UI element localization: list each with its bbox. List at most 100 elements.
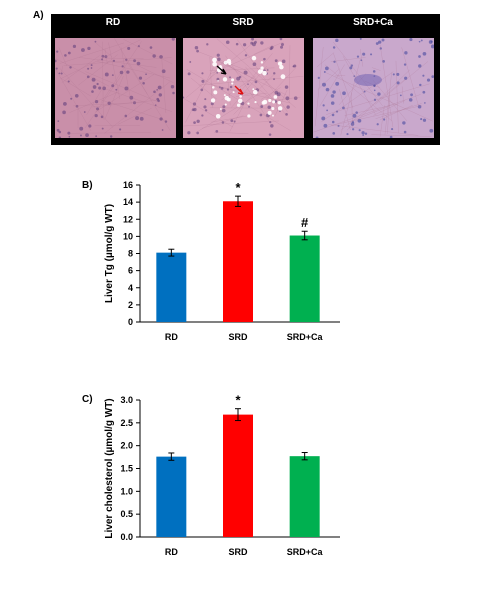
chol-bar-rd	[156, 456, 187, 537]
tg-bar-srd	[223, 201, 253, 322]
nucleus-dot	[96, 107, 100, 111]
nucleus-dot	[139, 116, 144, 121]
histology-texture-srd	[183, 38, 304, 138]
nucleus-dot	[322, 82, 326, 87]
nucleus-dot	[418, 55, 421, 58]
tissue-fiber	[214, 132, 249, 134]
nucleus-dot	[285, 113, 288, 116]
tissue-fiber	[349, 106, 389, 122]
nucleus-dot	[63, 101, 67, 106]
tg-category-label: SRD+Ca	[287, 332, 324, 342]
nucleus-dot	[153, 90, 156, 94]
tissue-fiber	[85, 71, 159, 103]
tissue-fiber	[61, 55, 100, 83]
nucleus-dot	[83, 111, 86, 113]
nucleus-dot	[422, 90, 426, 94]
lipid-droplet	[260, 66, 264, 70]
nucleus-dot	[104, 55, 108, 59]
nucleus-dot	[189, 61, 192, 63]
nucleus-dot	[58, 72, 61, 75]
nucleus-dot	[72, 44, 77, 49]
nucleus-dot	[67, 51, 71, 55]
nucleus-dot	[101, 54, 105, 58]
nucleus-dot	[68, 135, 71, 138]
nucleus-dot	[94, 40, 97, 43]
nucleus-dot	[383, 118, 386, 121]
nucleus-dot	[67, 131, 71, 135]
nucleus-dot	[379, 47, 382, 50]
chol-category-label: SRD	[228, 547, 248, 557]
tissue-fiber	[384, 72, 392, 135]
nucleus-dot	[67, 80, 70, 83]
nucleus-dot	[402, 121, 406, 125]
tissue-fiber	[114, 38, 148, 95]
nucleus-dot	[370, 53, 373, 56]
lipid-droplet	[277, 106, 283, 111]
nucleus-dot	[426, 78, 431, 82]
tissue-fiber	[316, 52, 335, 68]
nucleus-dot	[281, 59, 286, 64]
nucleus-dot	[356, 55, 360, 58]
tg-category-label: SRD	[228, 332, 248, 342]
tissue-fiber	[373, 100, 406, 116]
nucleus-dot	[101, 58, 104, 61]
nucleus-dot	[201, 79, 205, 83]
nucleus-dot	[317, 76, 320, 80]
nucleus-dot	[107, 101, 111, 105]
tissue-fiber	[136, 64, 174, 83]
lipid-droplet	[239, 95, 242, 98]
tissue-fiber	[387, 92, 390, 134]
tissue-fiber	[101, 99, 166, 121]
nucleus-dot	[124, 114, 128, 118]
nucleus-dot	[346, 133, 349, 136]
tissue-fiber	[211, 115, 251, 123]
tissue-fiber	[108, 42, 121, 100]
nucleus-dot	[403, 130, 407, 134]
panel-b-label: B)	[82, 180, 93, 191]
tissue-fiber	[274, 89, 288, 116]
lipid-droplet	[222, 77, 228, 82]
tissue-fiber	[395, 60, 399, 133]
chol-y-tick-label: 1.5	[120, 464, 133, 474]
tissue-fiber	[92, 99, 157, 108]
nucleus-dot	[145, 73, 147, 76]
tg-y-tick-label: 0	[128, 317, 133, 327]
nucleus-dot	[273, 72, 276, 75]
tissue-fiber	[288, 45, 291, 103]
tissue-fiber	[401, 47, 419, 106]
tissue-fiber	[229, 104, 245, 132]
lipid-droplet	[280, 74, 286, 80]
nucleus-dot	[373, 98, 377, 101]
tissue-fiber	[379, 105, 413, 120]
nucleus-dot	[215, 129, 219, 133]
nucleus-dot	[119, 128, 122, 131]
nucleus-dot	[360, 59, 363, 62]
nucleus-dot	[263, 57, 266, 61]
lipid-droplet	[223, 94, 226, 97]
nucleus-dot	[431, 75, 434, 79]
nucleus-dot	[229, 85, 233, 89]
chol-y-tick-label: 2.0	[120, 441, 133, 451]
tissue-fiber	[102, 87, 173, 112]
chol-bar-srd-ca	[289, 456, 320, 537]
tg-y-tick-label: 14	[123, 197, 133, 207]
nucleus-dot	[98, 86, 102, 90]
nucleus-dot	[247, 83, 249, 86]
tissue-fiber	[233, 74, 275, 115]
histology-title-srd: SRD	[232, 17, 254, 28]
lipid-droplet	[262, 99, 268, 105]
tissue-fiber	[277, 96, 301, 101]
nucleus-dot	[56, 50, 59, 53]
nucleus-dot	[87, 67, 90, 70]
nucleus-dot	[64, 54, 67, 57]
nucleus-dot	[81, 48, 85, 52]
tg-y-tick-label: 4	[128, 283, 133, 293]
nucleus-dot	[192, 102, 197, 106]
nucleus-dot	[226, 88, 230, 91]
nucleus-dot	[121, 65, 124, 68]
nucleus-dot	[233, 120, 236, 123]
nucleus-dot	[321, 116, 326, 121]
nucleus-dot	[157, 99, 160, 103]
nucleus-dot	[94, 99, 99, 104]
tissue-fiber	[195, 94, 258, 134]
